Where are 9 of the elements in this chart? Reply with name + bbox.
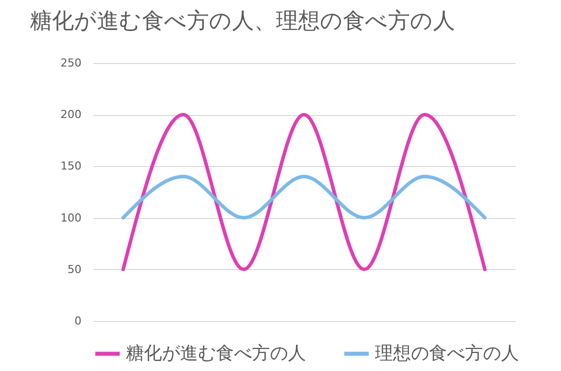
y-tick-label: 0 bbox=[74, 314, 82, 328]
y-tick-label: 250 bbox=[60, 56, 82, 70]
legend-label: 糖化が進む食べ方の人 bbox=[126, 342, 306, 364]
y-tick-label: 100 bbox=[60, 211, 82, 224]
y-tick-label: 150 bbox=[60, 160, 82, 173]
legend-label: 理想の食べ方の人 bbox=[375, 342, 519, 364]
chart-title: 糖化が進む食べ方の人、理想の食べ方の人 bbox=[30, 9, 456, 34]
y-tick-label: 200 bbox=[60, 108, 82, 122]
y-tick-label: 50 bbox=[68, 262, 82, 276]
